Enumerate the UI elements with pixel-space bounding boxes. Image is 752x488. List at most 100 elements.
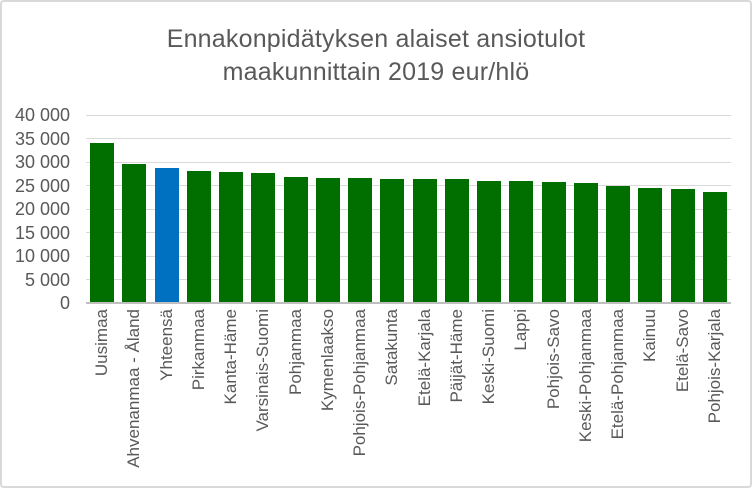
x-tick-cell: Pohjois-Karjala [699,309,731,485]
x-tick-label: Lappi [511,309,531,351]
x-tick-label: Etelä-Savo [672,309,692,393]
bar-slot [699,115,731,303]
x-tick-label: Päijät-Häme [446,309,466,403]
bar [541,181,566,303]
x-tick-label: Etelä-Karjala [414,309,434,407]
y-tick-label: 5 000 [24,269,70,290]
bar [348,177,373,303]
x-tick-cell: Etelä-Karjala [409,309,441,485]
bar [477,181,502,303]
x-tick-cell: Varsinais-Suomi [247,309,279,485]
bar-slot [634,115,666,303]
bar-slot [247,115,279,303]
bar-slot [538,115,570,303]
bar [606,186,631,303]
x-tick-cell: Pohjois-Pohjanmaa [344,309,376,485]
bar [186,171,211,303]
plot-area [86,114,731,304]
bar [444,179,469,303]
bar [219,172,244,303]
bar [670,189,695,303]
x-tick-label: Keski-Suomi [479,309,499,405]
bar-slot [505,115,537,303]
bar-slot [376,115,408,303]
x-tick-label: Uusimaa [92,309,112,377]
x-tick-cell: Etelä-Pohjanmaa [602,309,634,485]
gridline [86,161,731,163]
x-tick-cell: Pohjois-Savo [538,309,570,485]
x-tick-cell: Kymenlaakso [312,309,344,485]
x-tick-cell: Keski-Pohjanmaa [570,309,602,485]
bar [251,173,276,303]
bar-slot [344,115,376,303]
x-tick-label: Pirkanmaa [188,309,208,391]
bar-slot [280,115,312,303]
bar [380,178,405,303]
bar [90,142,115,303]
y-tick-label: 30 000 [14,152,70,172]
bar [283,176,308,303]
bar-slot [473,115,505,303]
x-tick-label: Pohjanmaa [285,309,305,396]
x-tick-label: Pohjois-Karjala [704,309,724,424]
x-axis-line [86,302,731,304]
x-tick-cell: Uusimaa [86,309,118,485]
x-tick-cell: Keski-Suomi [473,309,505,485]
x-tick-cell: Satakunta [376,309,408,485]
x-tick-label: Kainuu [640,309,660,362]
x-tick-label: Etelä-Pohjanmaa [608,309,628,440]
y-axis-labels: 0 5 000 10 000 15 000 20 000 25 000 30 000 35 0… [2,105,70,313]
gridline [86,279,731,280]
bar-slot [602,115,634,303]
chart-title-line-2: maakunnittain 2019 eur/hlö [222,58,530,86]
bar [154,167,179,303]
y-tick-label: 10 000 [14,246,70,266]
bar-slot [86,115,118,303]
gridline [86,208,731,210]
x-tick-label: Satakunta [382,309,402,386]
bar [638,187,663,303]
y-tick-label: 35 000 [14,128,70,149]
x-tick-label: Pohjois-Pohjanmaa [350,309,370,457]
y-tick-label: 0 [59,293,70,313]
bar-slot [151,115,183,303]
gridline [86,114,731,116]
bar-slot [215,115,247,303]
x-tick-label: Yhteensä [156,309,176,381]
y-tick-label: 25 000 [14,175,70,196]
chart-title-line-1: Ennakonpidätyksen alaiset ansiotulot [166,25,586,53]
bar-slot [570,115,602,303]
chart-title: Ennakonpidätyksen alaiset ansiotulot maa… [2,23,750,89]
x-tick-label: Kanta-Häme [221,309,241,405]
bar-slot [409,115,441,303]
bar-slot [118,115,150,303]
x-tick-label: Ahvenanmaa - Åland [124,309,144,468]
y-tick-label: 15 000 [14,222,70,243]
x-tick-cell: Ahvenanmaa - Åland [118,309,150,485]
x-tick-cell: Etelä-Savo [667,309,699,485]
x-tick-label: Kymenlaakso [317,309,337,412]
gridline [86,255,731,257]
x-tick-cell: Kainuu [634,309,666,485]
y-tick-label: 20 000 [14,199,70,219]
bar [315,177,340,303]
x-tick-label: Pohjois-Savo [543,309,563,410]
x-tick-label: Varsinais-Suomi [253,309,273,432]
bar [412,179,437,303]
x-tick-cell: Pirkanmaa [183,309,215,485]
bar [509,181,534,303]
y-tick-label: 40 000 [14,105,70,125]
bar-slot [183,115,215,303]
bar-series [86,115,731,303]
x-tick-cell: Lappi [505,309,537,485]
x-axis-labels: Uusimaa Ahvenanmaa - Åland Yhteensä Pirkanm… [86,309,731,485]
x-tick-cell: Pohjanmaa [280,309,312,485]
x-tick-label: Keski-Pohjanmaa [575,309,595,443]
x-tick-cell: Yhteensä [151,309,183,485]
gridline [86,138,731,139]
bar-slot [312,115,344,303]
bar-slot [441,115,473,303]
gridline [86,232,731,233]
bar [702,191,727,303]
